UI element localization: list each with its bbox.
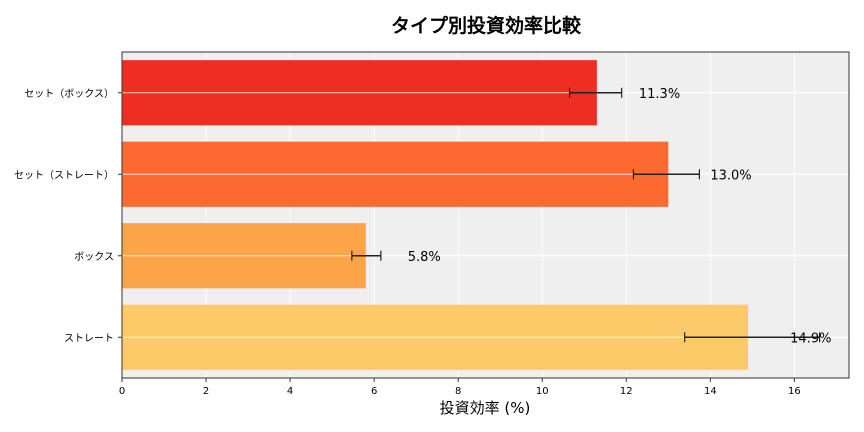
x-tick-label: 0 bbox=[119, 386, 125, 397]
chart-title: タイプ別投資効率比較 bbox=[391, 14, 582, 37]
x-tick-label: 2 bbox=[203, 386, 209, 397]
x-tick-label: 8 bbox=[455, 386, 461, 397]
x-tick-label: 4 bbox=[287, 386, 293, 397]
y-tick-label: セット（ボックス） bbox=[24, 88, 114, 100]
y-tick-label: ボックス bbox=[74, 251, 114, 263]
x-tick-label: 14 bbox=[704, 386, 717, 397]
y-tick-label: セット（ストレート） bbox=[14, 169, 114, 181]
x-tick-label: 6 bbox=[371, 386, 377, 397]
data-label: 5.8% bbox=[408, 250, 441, 265]
x-tick-label: 16 bbox=[788, 386, 801, 397]
y-tick-label: ストレート bbox=[64, 333, 114, 344]
data-label: 13.0% bbox=[710, 168, 751, 183]
x-tick-label: 12 bbox=[620, 386, 633, 397]
data-label: 11.3% bbox=[639, 87, 680, 102]
data-label: 14.9% bbox=[790, 331, 831, 346]
x-axis-label: 投資効率 (%) bbox=[440, 399, 531, 417]
plot-frame bbox=[121, 51, 850, 379]
x-tick-label: 10 bbox=[536, 386, 549, 397]
